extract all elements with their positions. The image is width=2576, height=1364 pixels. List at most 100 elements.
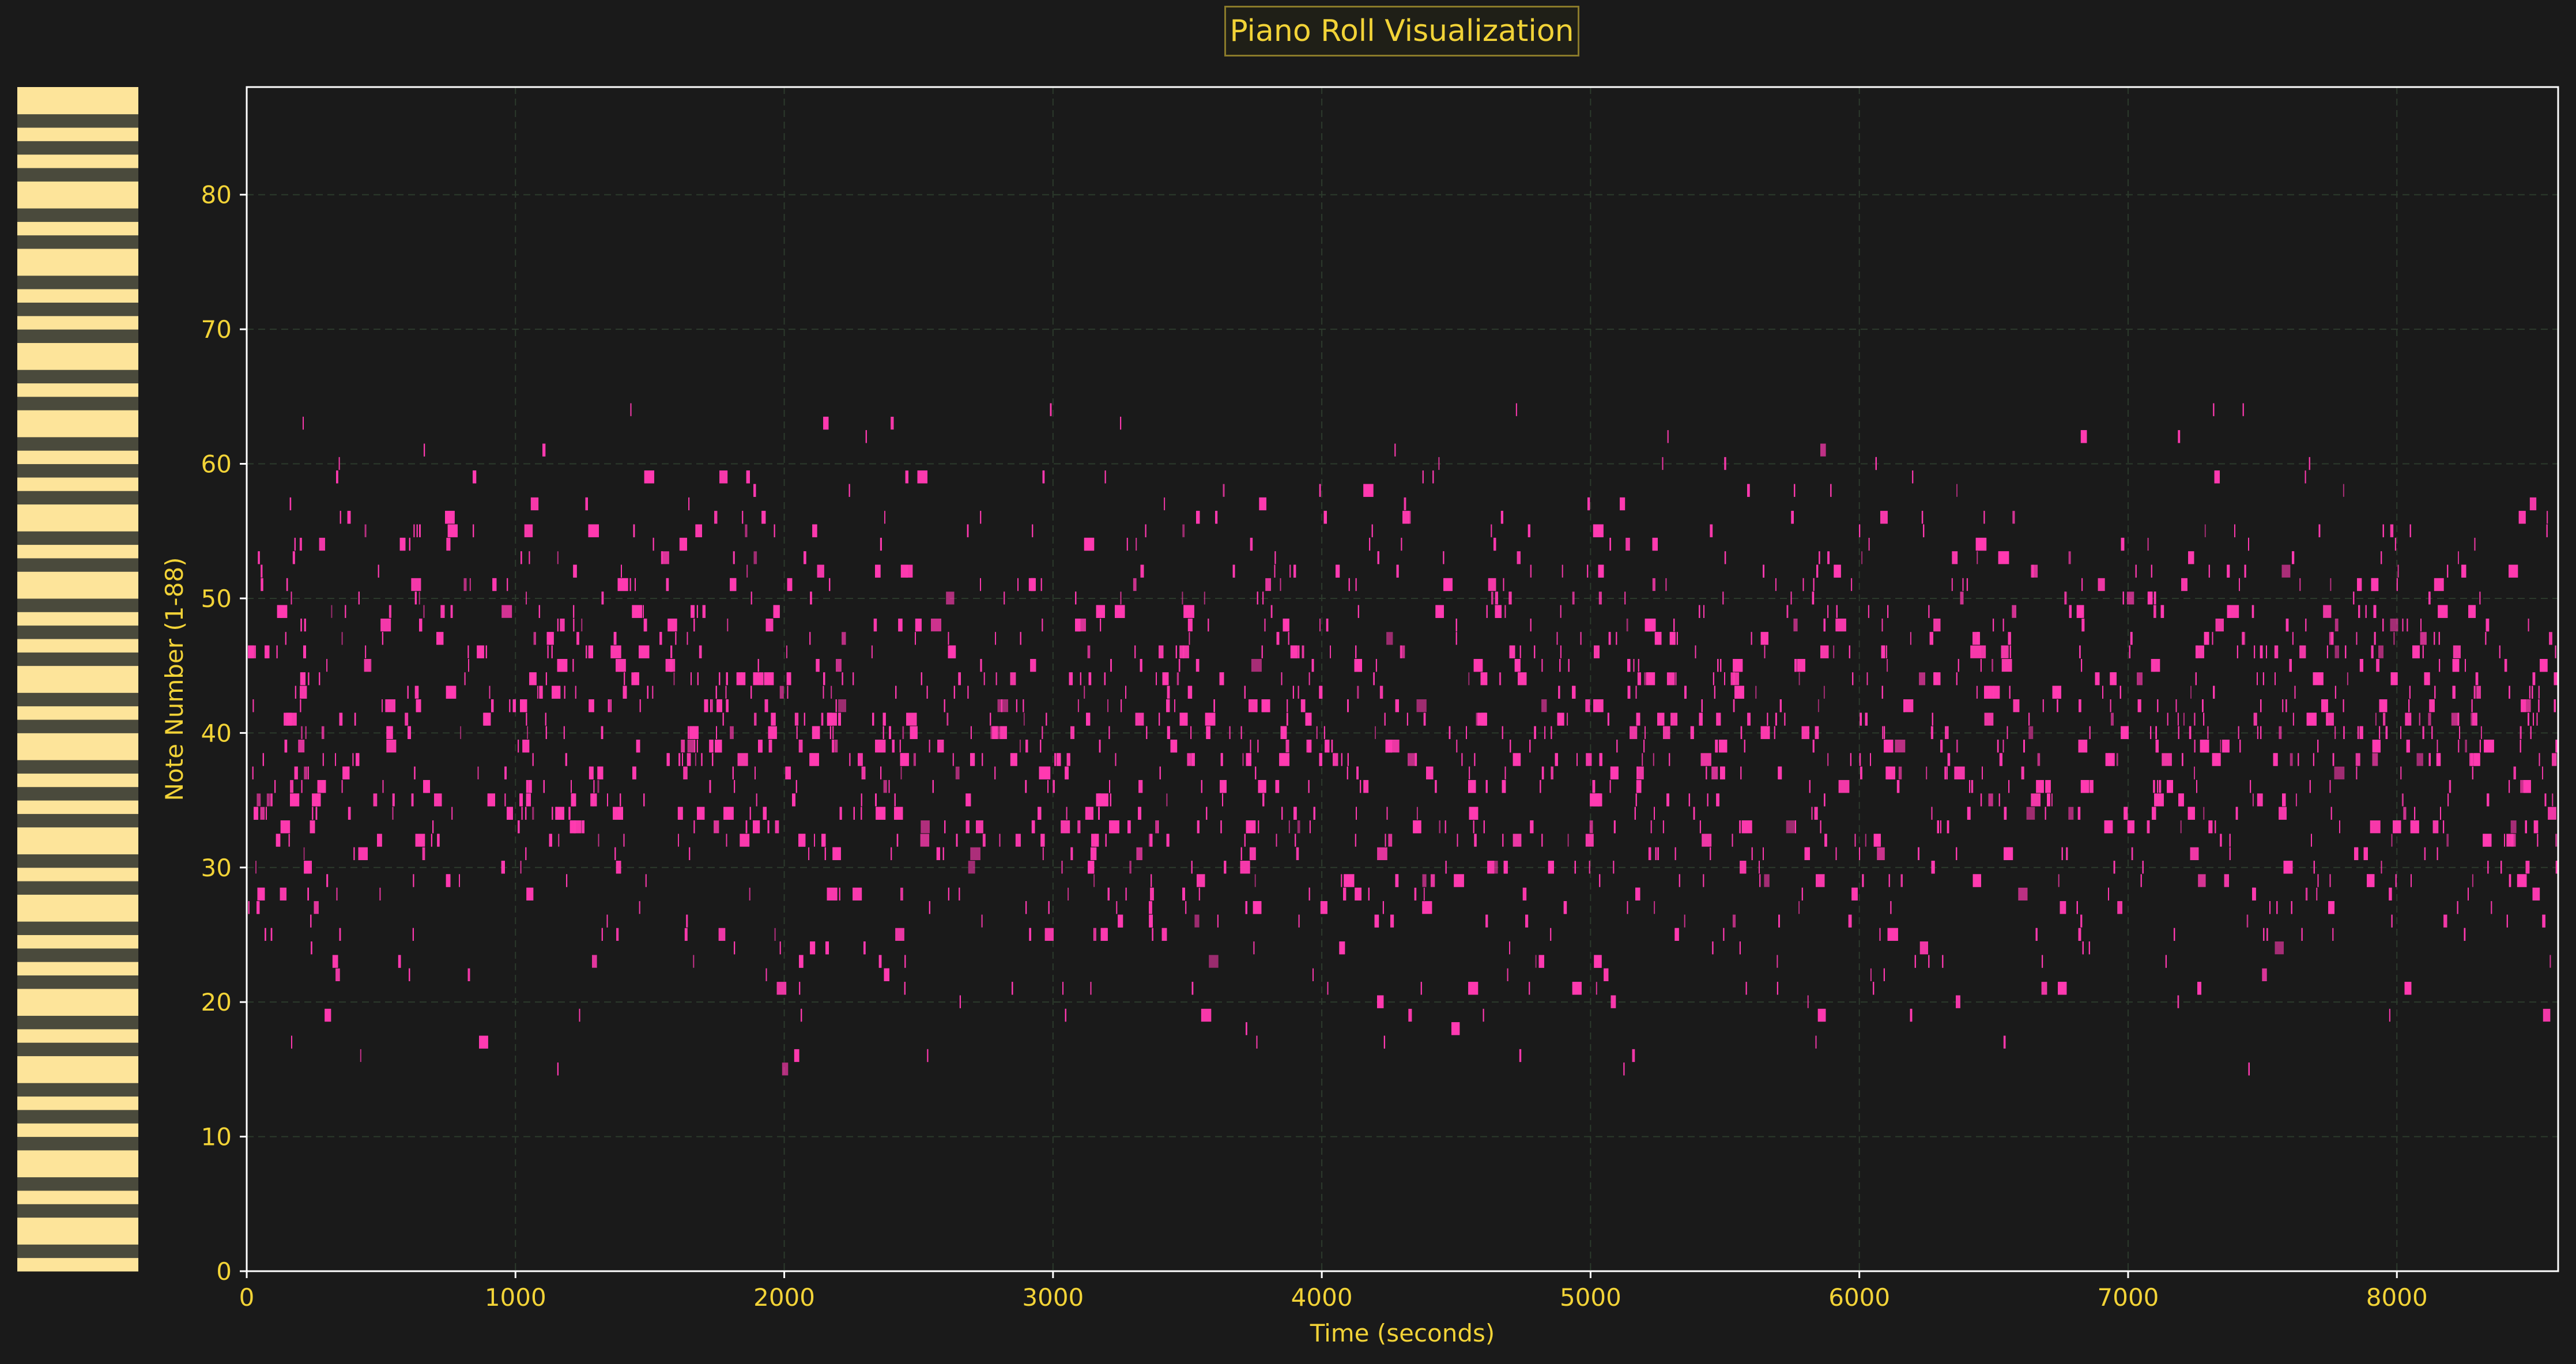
- note-bar: [2487, 619, 2490, 632]
- note-bar: [1240, 726, 1242, 739]
- note-bar: [1095, 834, 1099, 847]
- note-bar: [2530, 726, 2532, 739]
- note-bar: [1042, 726, 1043, 739]
- note-bar: [2008, 780, 2010, 793]
- note-bar: [303, 847, 305, 860]
- note-bar: [2400, 766, 2402, 779]
- note-bar: [1115, 753, 1117, 766]
- note-bar: [2537, 834, 2539, 847]
- note-bar: [520, 861, 522, 874]
- note-bar: [1224, 861, 1227, 874]
- note-bar: [2032, 564, 2038, 578]
- note-bar: [1197, 820, 1200, 834]
- note-bar: [1170, 740, 1178, 753]
- note-bar: [1550, 928, 1552, 941]
- note-bar: [675, 632, 677, 645]
- note-bar: [1764, 645, 1766, 658]
- note-bar: [2370, 820, 2381, 834]
- note-bar: [2475, 672, 2479, 685]
- note-bar: [2479, 740, 2481, 753]
- note-bar: [2395, 874, 2397, 887]
- note-bar: [1722, 591, 1724, 605]
- note-bar: [2359, 726, 2363, 739]
- note-bar: [1879, 928, 1881, 941]
- note-bar: [1558, 685, 1560, 699]
- note-bar: [2098, 578, 2105, 591]
- note-bar: [1862, 874, 1864, 887]
- note-bar: [1764, 874, 1770, 887]
- note-bar: [2301, 928, 2303, 941]
- note-bar: [504, 793, 506, 807]
- note-bar: [501, 605, 512, 618]
- note-bar: [836, 659, 842, 672]
- note-bar: [2443, 914, 2447, 928]
- note-bar: [1933, 672, 1941, 685]
- note-bar: [1823, 685, 1825, 699]
- note-bar: [782, 1062, 789, 1076]
- note-bar: [2078, 928, 2081, 941]
- note-bar: [1759, 861, 1760, 874]
- note-bar: [2533, 713, 2534, 726]
- note-bar: [2121, 726, 2129, 739]
- note-bar: [574, 820, 582, 834]
- white-key: [17, 181, 138, 195]
- white-key: [17, 1069, 138, 1083]
- note-bar: [1253, 901, 1262, 914]
- note-bar: [2440, 807, 2441, 820]
- note-bar: [2204, 632, 2209, 645]
- note-bar: [2077, 807, 2081, 820]
- note-bar: [904, 955, 906, 968]
- note-bar: [432, 820, 434, 834]
- note-bar: [2358, 605, 2360, 618]
- note-bar: [413, 874, 414, 887]
- note-bar: [1166, 793, 1168, 807]
- note-bar: [1775, 578, 1777, 591]
- note-bar: [2215, 619, 2224, 632]
- note-bar: [1999, 753, 2002, 766]
- note-bar: [520, 699, 527, 713]
- note-bar: [2476, 685, 2481, 699]
- note-bar: [1962, 578, 1964, 591]
- note-bar: [1609, 780, 1611, 793]
- note-bar: [2196, 645, 2198, 658]
- note-bar: [507, 807, 513, 820]
- note-bar: [610, 699, 612, 713]
- note-bar: [2409, 524, 2411, 537]
- note-bar: [593, 780, 595, 793]
- black-key: [17, 692, 138, 707]
- note-bar: [2183, 713, 2185, 726]
- note-bar: [1208, 619, 1209, 632]
- note-bar: [709, 780, 711, 793]
- note-bar: [1976, 685, 1978, 699]
- note-bar: [2155, 726, 2157, 739]
- note-bar: [1798, 901, 1800, 914]
- note-bar: [1217, 914, 1219, 928]
- note-bar: [1223, 484, 1225, 497]
- note-bar: [423, 780, 430, 793]
- note-bar: [1786, 820, 1796, 834]
- note-bar: [1515, 403, 1517, 416]
- white-key: [17, 477, 138, 491]
- note-bar: [1820, 443, 1826, 457]
- note-bar: [620, 793, 621, 807]
- note-bar: [678, 753, 681, 766]
- note-bar: [2204, 524, 2206, 537]
- note-bar: [1627, 901, 1628, 914]
- note-bar: [450, 605, 453, 618]
- note-bar: [927, 1049, 929, 1062]
- note-bar: [1502, 726, 1503, 739]
- note-bar: [810, 941, 816, 955]
- note-bar: [1562, 564, 1563, 578]
- note-bar: [823, 416, 829, 430]
- note-bar: [290, 780, 293, 793]
- note-bar: [1048, 901, 1050, 914]
- note-bar: [792, 793, 795, 807]
- note-bar: [2042, 955, 2043, 968]
- note-bar: [1258, 820, 1259, 834]
- note-bar: [573, 605, 575, 618]
- note-bar: [1784, 713, 1786, 726]
- note-bar: [875, 740, 886, 753]
- note-bar: [2363, 847, 2368, 860]
- note-bar: [1062, 982, 1063, 995]
- note-bar: [260, 807, 265, 820]
